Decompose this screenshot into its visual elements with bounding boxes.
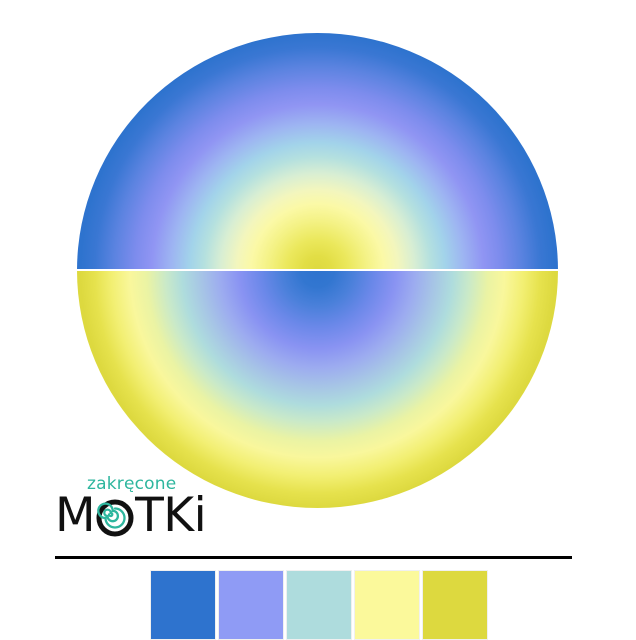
swatch-periwinkle [218, 570, 284, 640]
wordmark-prefix: M [55, 488, 96, 543]
motki-logo: zakręcone M TKi [55, 474, 235, 546]
circle-bottom-half [77, 271, 558, 508]
swatch-yellow [422, 570, 488, 640]
letter-o-with-spiral [96, 499, 134, 537]
circle-top-half [77, 33, 558, 270]
top-half-radial-gradient [77, 33, 558, 270]
spiral-icon [96, 499, 134, 537]
gradient-circle-artwork [77, 33, 558, 508]
swatch-blue [150, 570, 216, 640]
circle-divider-line [77, 269, 558, 271]
logo-script-text: zakręcone [87, 474, 177, 494]
swatch-aqua [286, 570, 352, 640]
horizontal-divider [55, 556, 572, 559]
logo-wordmark: M TKi [55, 488, 207, 543]
swatch-pale-yellow [354, 570, 420, 640]
bottom-half-radial-gradient [77, 271, 558, 508]
wordmark-suffix: TKi [135, 488, 207, 543]
color-palette-strip [150, 570, 490, 640]
